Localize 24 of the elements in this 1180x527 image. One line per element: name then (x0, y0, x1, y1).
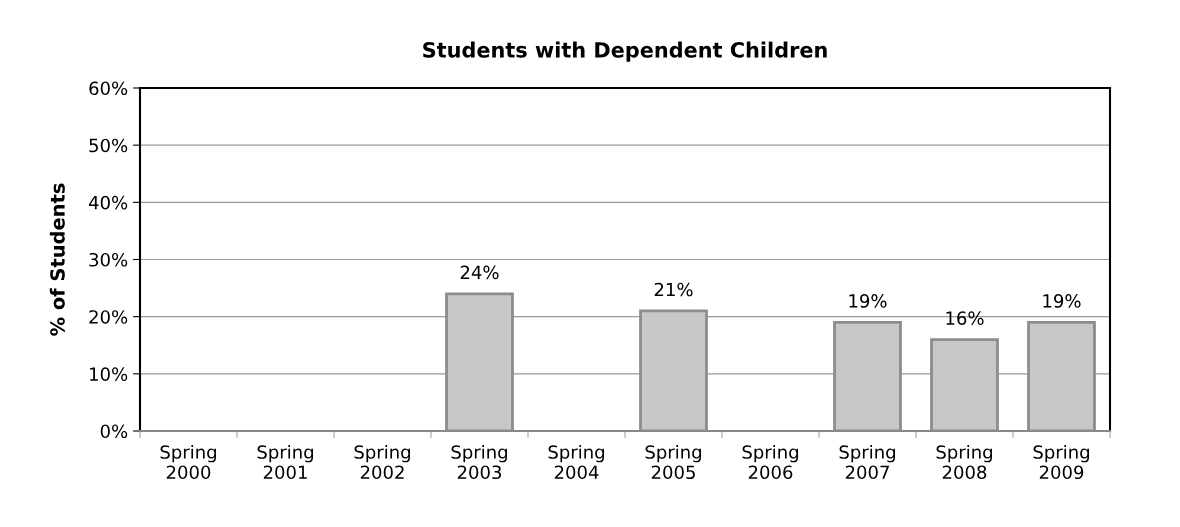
x-tick-label: Spring 2008 (936, 444, 992, 480)
x-tick-label: Spring 2002 (354, 444, 410, 480)
y-axis-title: % of Students (49, 183, 65, 336)
data-label: 16% (946, 311, 984, 325)
y-tick-label: 50% (89, 138, 128, 153)
chart-title: Students with Dependent Children (423, 41, 827, 62)
y-tick-label: 10% (90, 367, 128, 381)
y-tick-label: 30% (89, 252, 128, 267)
data-label: 19% (1043, 294, 1081, 308)
y-tick-label: 20% (89, 310, 128, 324)
x-tick-label: Spring 2009 (1033, 444, 1089, 480)
x-tick-label: Spring 2000 (160, 444, 216, 480)
x-tick-label: Spring 2005 (645, 444, 701, 480)
y-tick-label: 0% (100, 424, 128, 439)
x-tick-label: Spring 2006 (742, 444, 798, 480)
x-tick-label: Spring 2001 (257, 444, 313, 480)
data-label: 19% (849, 294, 887, 308)
y-tick-label: 40% (88, 195, 128, 210)
x-tick-label: Spring 2003 (451, 444, 507, 480)
data-label: 21% (654, 282, 693, 297)
data-label: 24% (460, 265, 499, 280)
x-tick-label: Spring 2007 (839, 444, 895, 480)
x-tick-label: Spring 2004 (548, 444, 604, 480)
y-tick-label: 60% (89, 81, 128, 96)
